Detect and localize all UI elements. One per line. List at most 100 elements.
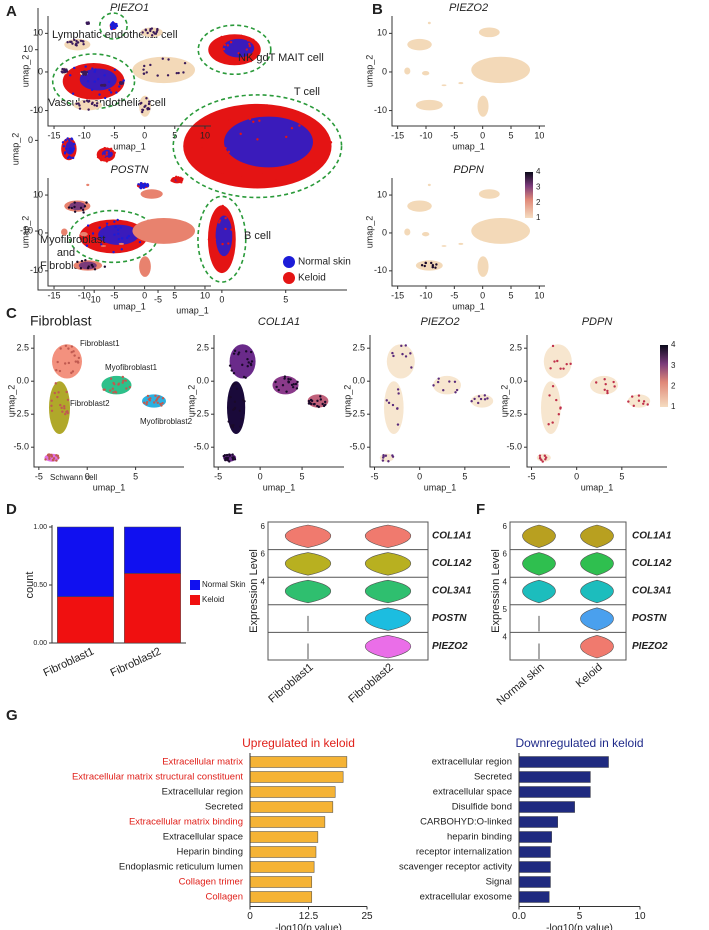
cell-dot (382, 455, 385, 458)
violin (522, 524, 556, 548)
axis-line (526, 335, 667, 468)
cell-dot (56, 395, 59, 399)
cell-dot (473, 397, 476, 401)
cell-dot (549, 367, 552, 370)
cell-dot (113, 382, 116, 386)
cell-dot (453, 380, 457, 383)
cell-dot (246, 365, 249, 368)
x-tick-label: 10 (534, 130, 544, 140)
y-tick-label: 0.50 (33, 582, 47, 589)
cell-dot (119, 226, 123, 229)
cell-dot (231, 426, 235, 429)
cell-dot (316, 399, 319, 403)
cell-cluster (477, 95, 489, 117)
cell-dot (57, 391, 60, 394)
cell-dot (167, 58, 170, 61)
cell-dot (409, 352, 412, 355)
cell-dot (222, 56, 225, 59)
cell-dot (287, 381, 290, 384)
cell-dot (111, 387, 115, 390)
panel-title: Fibroblast (30, 313, 92, 329)
cell-dot (642, 400, 646, 403)
cell-dot (225, 210, 229, 213)
y-tick-label: 0 (382, 66, 387, 76)
cell-dot (551, 385, 555, 388)
cell-dot (432, 384, 435, 387)
x-tick-label: Fibroblast1 (266, 661, 315, 705)
cell-dot (59, 403, 62, 407)
cell-dot (108, 88, 111, 92)
cell-dot (232, 383, 235, 386)
cell-dot (230, 228, 233, 231)
cluster-outline (197, 24, 272, 76)
x-tick-label: 0 (85, 471, 90, 481)
cell-dot (316, 404, 319, 408)
cell-dot (385, 399, 388, 402)
x-tick-label: 10 (534, 290, 544, 300)
bar-segment (57, 526, 114, 597)
cell-dot (155, 30, 158, 34)
cell-dot (98, 226, 101, 229)
cell-dot (283, 375, 287, 378)
y-axis-label: umap_2 (6, 385, 16, 418)
cell-dot (540, 458, 543, 462)
cell-dot (95, 104, 99, 108)
cell-dot (51, 458, 55, 462)
cell-dot (209, 115, 212, 119)
cell-dot (172, 176, 175, 180)
y-tick-label: -10 (20, 225, 33, 235)
cell-dot (553, 360, 556, 363)
cell-dot (55, 368, 58, 372)
cell-dot (637, 394, 641, 397)
colorbar-label: 1 (536, 213, 541, 222)
cell-dot (109, 377, 113, 380)
cell-dot (287, 377, 290, 381)
cell-dot (75, 39, 78, 43)
violin (285, 552, 331, 576)
cell-dot (223, 262, 226, 265)
cell-dot (606, 391, 609, 395)
y-tick-label: 6 (261, 550, 266, 559)
cell-dot (65, 390, 68, 394)
cell-cluster (421, 71, 430, 76)
gene-label: POSTN (432, 613, 467, 624)
bar (249, 816, 326, 828)
cell-dot (275, 385, 278, 389)
x-tick-label: 0 (258, 471, 263, 481)
gene-label: COL1A1 (632, 530, 672, 541)
violin (522, 579, 556, 604)
cell-dot (319, 398, 323, 401)
cell-dot (291, 385, 295, 389)
cell-dot (87, 108, 90, 111)
cell-dot (565, 362, 568, 366)
legend-swatch (283, 272, 295, 284)
cell-dot (140, 110, 144, 114)
cell-dot (228, 215, 232, 218)
cell-dot (126, 236, 129, 240)
cell-dot (247, 164, 250, 168)
cell-dot (121, 375, 125, 379)
cell-dot (391, 403, 395, 407)
legend-swatch (190, 580, 200, 590)
cluster-outline (172, 94, 343, 199)
y-axis-label: count (24, 572, 36, 599)
cell-cluster (427, 21, 431, 25)
x-tick-label: -5 (371, 471, 379, 481)
bar (518, 756, 609, 768)
category-label: Secreted (205, 802, 243, 813)
cell-dot (109, 23, 113, 27)
cell-dot (105, 151, 109, 154)
cell-dot (69, 147, 73, 151)
x-tick-label: 0 (480, 290, 485, 300)
cell-dot (423, 264, 426, 268)
cell-dot (73, 38, 76, 42)
cell-dot (57, 456, 60, 459)
cell-dot (114, 23, 118, 27)
category-label: Endoplasmic reticulum lumen (119, 862, 243, 873)
y-axis-label: umap_2 (186, 385, 196, 418)
cell-dot (248, 44, 252, 48)
cell-dot (239, 174, 243, 178)
cell-dot (455, 388, 459, 392)
legend-label: Normal skin (298, 257, 351, 268)
category-label: Collagen (206, 892, 244, 903)
